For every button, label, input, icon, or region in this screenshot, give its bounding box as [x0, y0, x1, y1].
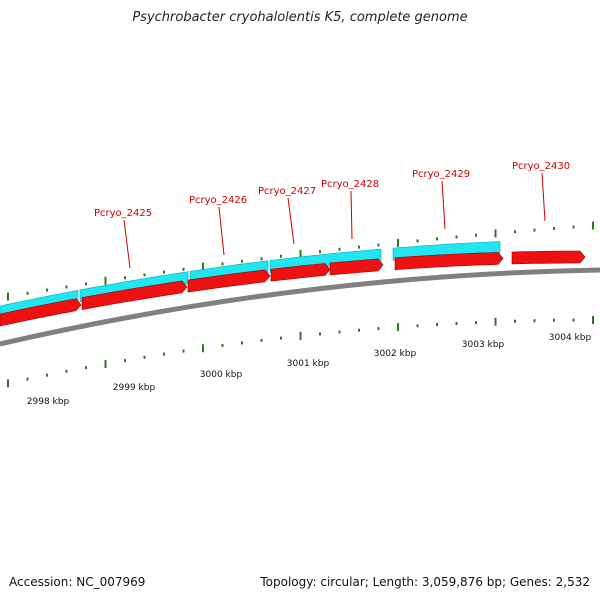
reverse-gene [0, 298, 82, 327]
scale-label: 3002 kbp [374, 349, 417, 359]
reverse-gene [187, 269, 271, 293]
scale-label: 3001 kbp [287, 359, 330, 369]
scale-label: 3004 kbp [549, 333, 592, 343]
reverse-gene [511, 250, 586, 265]
genome-summary: Topology: circular; Length: 3,059,876 bp… [260, 575, 590, 589]
scale-label: 2998 kbp [27, 397, 70, 407]
gene-label-leader [350, 190, 353, 240]
gene-label: Pcryo_2427 [258, 186, 316, 197]
gene-label: Pcryo_2425 [94, 208, 152, 219]
gene-labels: Pcryo_2425 Pcryo_2426 Pcryo_2427 Pcryo_2428… [94, 161, 570, 269]
gene-label: Pcryo_2426 [189, 195, 247, 206]
accession-label: Accession: NC_007969 [9, 575, 146, 589]
scale-label: 3003 kbp [462, 340, 505, 350]
gene-label-leader [218, 206, 225, 256]
inner-tick-track [7, 316, 594, 388]
gene-label: Pcryo_2429 [412, 169, 470, 180]
genome-backbone [0, 267, 600, 347]
scale-labels: 2998 kbp 2999 kbp 3000 kbp 3001 kbp 3002 kbp… [27, 333, 592, 407]
reverse-gene [329, 258, 384, 276]
reverse-strand-track [0, 250, 586, 327]
gene-label-leader [123, 219, 131, 269]
gene-label: Pcryo_2430 [512, 161, 570, 172]
gene-label: Pcryo_2428 [321, 179, 379, 190]
map-title: Psychrobacter cryohalolentis K5, complet… [132, 10, 468, 25]
scale-label: 3000 kbp [200, 370, 243, 380]
reverse-gene [394, 252, 504, 271]
gene-label-leader [441, 180, 446, 230]
scale-label: 2999 kbp [113, 383, 156, 393]
reverse-gene [270, 263, 331, 282]
reverse-gene [81, 280, 188, 310]
gene-label-leader [287, 197, 295, 245]
gene-label-leader [541, 172, 546, 222]
